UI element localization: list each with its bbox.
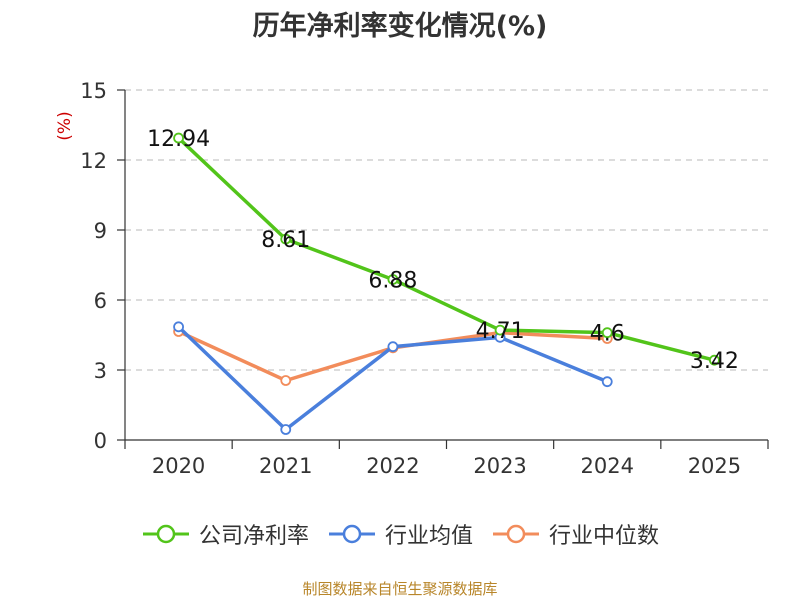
legend-line-marker-icon xyxy=(328,524,375,544)
x-tick-label: 2024 xyxy=(581,454,634,478)
data-point xyxy=(280,233,292,245)
data-label: 4.6 xyxy=(590,322,625,347)
data-label-layer: 12.94 8.61 6.88 4.71 4.6 3.42 xyxy=(147,127,739,374)
axis-layer: 0 3 6 9 12 15 2020 2021 2022 2023 2024 2025 (%) xyxy=(55,79,769,478)
data-label: 4.71 xyxy=(476,319,525,344)
data-point xyxy=(280,424,292,435)
chart-title: 历年净利率变化情况(%) xyxy=(252,11,548,42)
data-point xyxy=(601,327,613,339)
data-point xyxy=(387,274,399,285)
x-tick-label: 2021 xyxy=(259,454,312,478)
y-tick-label: 9 xyxy=(94,219,107,243)
chart-legend: 公司净利率 行业均值 行业中位数 xyxy=(0,518,800,550)
x-tick-label: 2020 xyxy=(152,454,205,478)
source-note: 制图数据来自恒生聚源数据库 xyxy=(302,580,498,598)
legend-item-industry-average[interactable]: 行业均值 xyxy=(327,518,473,550)
data-point xyxy=(494,324,506,336)
legend-label: 行业均值 xyxy=(384,524,473,549)
x-tick-label: 2025 xyxy=(688,454,741,478)
y-tick-label: 6 xyxy=(94,289,107,313)
legend-label: 行业中位数 xyxy=(549,524,660,549)
legend-line-marker-icon xyxy=(142,524,189,544)
y-tick-label: 3 xyxy=(94,359,107,383)
data-point xyxy=(173,132,184,144)
x-tick-label: 2022 xyxy=(366,454,419,478)
y-tick-label: 15 xyxy=(80,79,107,103)
y-axis-label: (%) xyxy=(55,111,75,140)
series-line xyxy=(177,136,715,362)
data-point xyxy=(173,321,184,333)
series-layer xyxy=(173,132,720,435)
data-point xyxy=(387,341,399,353)
legend-item-company-net-margin[interactable]: 公司净利率 xyxy=(141,518,309,550)
data-point xyxy=(709,354,720,366)
data-point xyxy=(601,376,613,388)
legend-line-marker-icon xyxy=(493,524,539,544)
y-tick-label: 12 xyxy=(80,149,107,173)
data-label: 12.94 xyxy=(147,127,210,152)
data-label: 8.61 xyxy=(261,228,310,253)
legend-label: 公司净利率 xyxy=(198,524,309,549)
grid-layer xyxy=(125,89,768,371)
y-tick-label: 0 xyxy=(94,429,107,453)
data-point xyxy=(280,375,292,386)
x-tick-label: 2023 xyxy=(473,454,526,478)
legend-item-industry-median[interactable]: 行业中位数 xyxy=(491,518,659,550)
data-label: 3.42 xyxy=(690,349,739,374)
data-label: 6.88 xyxy=(368,268,417,293)
